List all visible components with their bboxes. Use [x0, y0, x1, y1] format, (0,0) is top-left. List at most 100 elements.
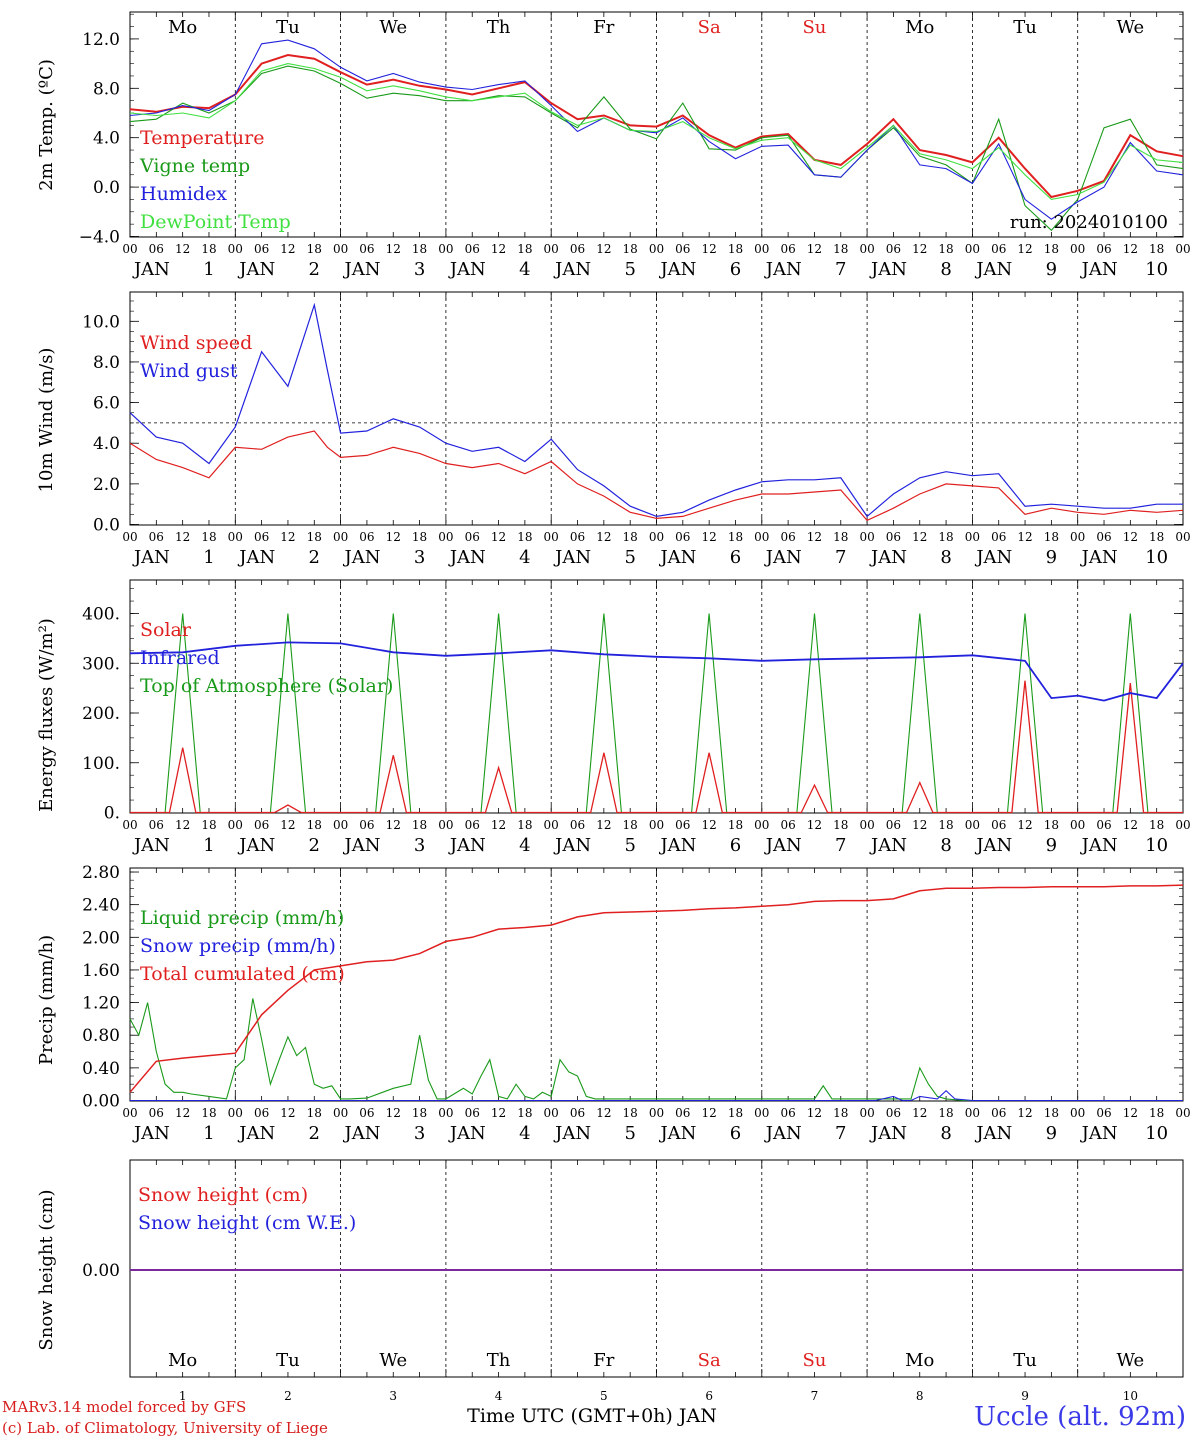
day-number-label: 7 [835, 1123, 846, 1144]
day-number-label: 8 [916, 1389, 924, 1403]
day-number-label: 7 [811, 1389, 819, 1403]
hour-tick-label: 18 [201, 530, 216, 544]
panel-1-y-axis-title: 2m Temp. (ºC) [36, 59, 57, 191]
hour-tick-label: 06 [570, 818, 585, 832]
panel-4-y-tick-label: 2.00 [82, 928, 120, 948]
panel-2-legend-item: Wind speed [140, 332, 252, 354]
day-number-label: 1 [203, 835, 214, 856]
hour-tick-label: 06 [675, 1106, 690, 1120]
hour-tick-label: 00 [1070, 818, 1085, 832]
day-number-label: 2 [284, 1389, 292, 1403]
hour-tick-label: 06 [149, 818, 164, 832]
day-number-label: 9 [1046, 1123, 1057, 1144]
hour-tick-label: 18 [1149, 530, 1164, 544]
hour-tick-label: 18 [307, 530, 322, 544]
hour-tick-label: 12 [596, 242, 611, 256]
panel-1-y-tick-label: −4.0 [79, 228, 120, 248]
hour-tick-label: 18 [833, 530, 848, 544]
month-label: JAN [448, 835, 486, 856]
hour-tick-label: 00 [1175, 1106, 1190, 1120]
day-name-label: We [1117, 17, 1145, 38]
panel-3-y-tick-label: 100. [82, 754, 120, 774]
month-label: JAN [553, 547, 591, 568]
hour-tick-label: 12 [491, 1106, 506, 1120]
hour-tick-label: 06 [465, 818, 480, 832]
hour-tick-label: 12 [280, 1106, 295, 1120]
panel-4-y-tick-label: 0.00 [82, 1092, 120, 1112]
day-number-label: 6 [705, 1389, 713, 1403]
hour-tick-label: 00 [438, 1106, 453, 1120]
month-label: JAN [237, 259, 275, 280]
day-number-label: 10 [1145, 259, 1168, 280]
hour-tick-label: 12 [912, 818, 927, 832]
day-number-label: 3 [414, 259, 425, 280]
hour-tick-label: 00 [228, 242, 243, 256]
hour-tick-label: 18 [412, 818, 427, 832]
month-label: JAN [658, 1123, 696, 1144]
hour-tick-label: 12 [807, 530, 822, 544]
hour-tick-label: 12 [386, 242, 401, 256]
day-name-label: We [379, 17, 407, 38]
month-label: JAN [764, 835, 802, 856]
hour-tick-label: 18 [1044, 1106, 1059, 1120]
month-label: JAN [1080, 1123, 1118, 1144]
hour-tick-label: 00 [333, 1106, 348, 1120]
station-label: Uccle (alt. 92m) [974, 1402, 1186, 1432]
day-number-label: 2 [309, 547, 320, 568]
hour-tick-label: 00 [122, 1106, 137, 1120]
hour-tick-label: 18 [623, 818, 638, 832]
hour-tick-label: 12 [175, 818, 190, 832]
hour-tick-label: 00 [859, 818, 874, 832]
panel-4-legend-item: Snow precip (mm/h) [140, 935, 336, 957]
day-number-label: 2 [309, 835, 320, 856]
hour-tick-label: 12 [175, 1106, 190, 1120]
hour-tick-label: 12 [175, 242, 190, 256]
hour-tick-label: 00 [122, 818, 137, 832]
hour-tick-label: 18 [623, 1106, 638, 1120]
month-label: JAN [1080, 547, 1118, 568]
day-number-label: 6 [730, 1123, 741, 1144]
month-label: JAN [343, 259, 381, 280]
hour-tick-label: 12 [807, 242, 822, 256]
x-axis-title: Time UTC (GMT+0h) JAN [467, 1405, 717, 1427]
day-name-label: Mo [168, 17, 197, 38]
day-number-label: 7 [835, 835, 846, 856]
day-number-label: 9 [1046, 259, 1057, 280]
hour-tick-label: 00 [965, 818, 980, 832]
day-name-label: Tu [1013, 1350, 1037, 1371]
panel-5-y-axis-title: Snow height (cm) [36, 1189, 57, 1350]
hour-tick-label: 06 [359, 1106, 374, 1120]
month-label: JAN [974, 835, 1012, 856]
hour-tick-label: 00 [965, 1106, 980, 1120]
day-name-label: Fr [593, 1350, 614, 1371]
month-label: JAN [869, 835, 907, 856]
hour-tick-label: 12 [912, 242, 927, 256]
hour-tick-label: 00 [122, 530, 137, 544]
day-name-label: Tu [276, 1350, 300, 1371]
panel-5-legend-item: Snow height (cm) [138, 1184, 308, 1206]
hour-tick-label: 06 [991, 530, 1006, 544]
hour-tick-label: 18 [307, 242, 322, 256]
hour-tick-label: 00 [438, 242, 453, 256]
day-number-label: 2 [309, 259, 320, 280]
hour-tick-label: 12 [280, 818, 295, 832]
hour-tick-label: 06 [886, 1106, 901, 1120]
wind-series-line [129, 430, 1184, 522]
day-number-label: 7 [835, 547, 846, 568]
day-number-label: 8 [940, 547, 951, 568]
hour-tick-label: 18 [833, 818, 848, 832]
month-label: JAN [764, 259, 802, 280]
hour-tick-label: 18 [1149, 242, 1164, 256]
hour-tick-label: 06 [465, 530, 480, 544]
hour-tick-label: 06 [780, 818, 795, 832]
hour-tick-label: 00 [544, 818, 559, 832]
hour-tick-label: 06 [465, 1106, 480, 1120]
hour-tick-label: 18 [201, 242, 216, 256]
panel-2-y-tick-label: 2.0 [93, 475, 120, 495]
panel-3-y-tick-label: 0. [104, 804, 120, 824]
day-number-label: 6 [730, 547, 741, 568]
hour-tick-label: 06 [359, 818, 374, 832]
hour-tick-label: 12 [807, 1106, 822, 1120]
hour-tick-label: 12 [702, 1106, 717, 1120]
infrared-series-line [129, 641, 1184, 702]
